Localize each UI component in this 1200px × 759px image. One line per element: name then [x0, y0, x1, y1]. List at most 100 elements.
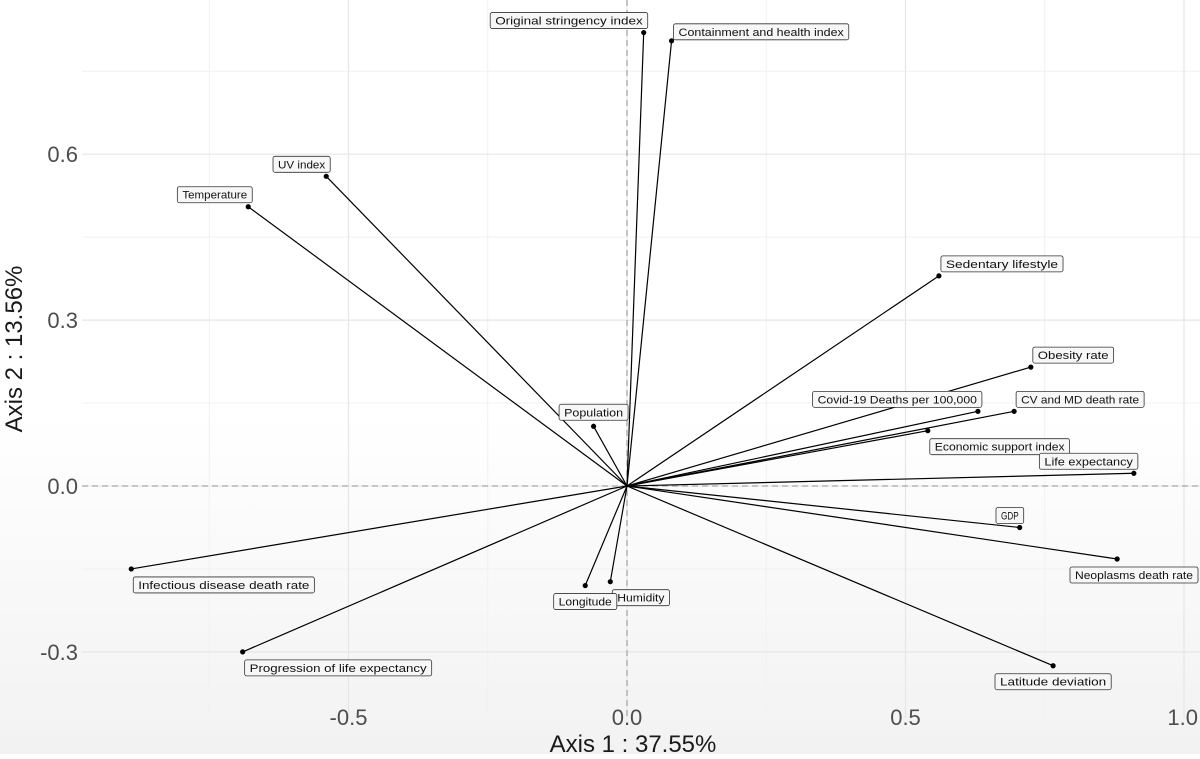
- label-text: Covid-19 Deaths per 100,000: [818, 394, 977, 406]
- x-axis-title: Axis 1 : 37.55%: [550, 731, 717, 754]
- label-text: Latitude deviation: [1000, 677, 1106, 689]
- y-tick-label: 0.6: [47, 142, 78, 167]
- label-text: Humidity: [617, 593, 665, 605]
- label-population: Population: [558, 403, 629, 421]
- reference-lines: [82, 0, 1200, 718]
- label-life-expectancy: Life expectancy: [1038, 452, 1139, 470]
- label-box: [940, 255, 1064, 273]
- x-tick-label: 1.0: [1167, 705, 1198, 730]
- label-box: [176, 186, 253, 204]
- point-economic-support-index: [925, 428, 931, 434]
- point-humidity: [607, 579, 613, 585]
- vector-containment-and-health-index: [626, 40, 673, 487]
- vector-economic-support-index: [626, 430, 928, 487]
- label-text: Obesity rate: [1038, 350, 1109, 362]
- x-tick-label: -0.5: [330, 705, 368, 730]
- vector-life-expectancy: [626, 472, 1134, 487]
- x-tick-label: 0.0: [612, 705, 643, 730]
- label-box: [994, 673, 1112, 691]
- label-progression-of-life-expectancy: Progression of life expectancy: [244, 659, 433, 677]
- point-uv-index: [323, 173, 329, 179]
- vector-gdp: [626, 485, 1020, 529]
- vector-latitude-deviation: [626, 485, 1054, 667]
- y-tick-label: 0.0: [47, 474, 78, 499]
- variable-labels: Original stringency index Containment and…: [132, 12, 1199, 691]
- label-text: Infectious disease death rate: [138, 580, 309, 592]
- label-text: Economic support index: [935, 442, 1065, 454]
- label-box: [272, 155, 331, 173]
- vector-sedentary-lifestyle: [626, 275, 940, 487]
- label-uv-index: UV index: [272, 155, 331, 173]
- point-neoplasms-death-rate: [1114, 556, 1120, 562]
- loading-vectors: [128, 29, 1137, 669]
- point-cv-and-md-death-rate: [1011, 408, 1017, 414]
- label-text: Containment and health index: [679, 27, 845, 39]
- point-temperature: [245, 204, 251, 210]
- label-text: GDP: [1001, 510, 1019, 522]
- label-longitude: Longitude: [553, 593, 618, 610]
- label-box: [1038, 452, 1139, 470]
- point-longitude: [582, 582, 588, 589]
- label-obesity-rate: Obesity rate: [1032, 346, 1115, 364]
- label-text: UV index: [278, 159, 326, 171]
- vector-infectious-disease-death-rate: [131, 485, 628, 570]
- y-tick-label: -0.3: [40, 640, 78, 665]
- label-text: Temperature: [182, 190, 247, 202]
- point-progression-of-life-expectancy: [240, 649, 246, 655]
- label-box: [244, 659, 433, 677]
- label-box: [673, 23, 850, 41]
- label-box: [1032, 346, 1115, 364]
- label-box: [1015, 390, 1145, 408]
- vector-humidity: [609, 485, 628, 582]
- vector-longitude: [584, 485, 628, 586]
- label-text: Sedentary lifestyle: [946, 259, 1058, 271]
- point-covid-19-deaths-per-100-000: [975, 408, 981, 414]
- label-gdp: GDP: [995, 507, 1025, 524]
- label-box: [558, 403, 629, 421]
- point-obesity-rate: [1028, 364, 1034, 370]
- label-containment-and-health-index: Containment and health index: [673, 23, 850, 41]
- point-population: [590, 423, 597, 429]
- label-box: [553, 593, 618, 610]
- label-text: Neoplasms death rate: [1075, 570, 1193, 582]
- label-latitude-deviation: Latitude deviation: [994, 673, 1112, 691]
- vector-population: [593, 425, 628, 487]
- label-text: Population: [564, 407, 623, 419]
- label-humidity: Humidity: [611, 589, 670, 607]
- y-tick-label: 0.3: [47, 308, 78, 333]
- label-box: [812, 390, 983, 408]
- label-neoplasms-death-rate: Neoplasms death rate: [1069, 566, 1199, 584]
- vector-uv-index: [325, 175, 628, 487]
- point-infectious-disease-death-rate: [128, 566, 134, 572]
- label-sedentary-lifestyle: Sedentary lifestyle: [940, 255, 1064, 273]
- label-box: [1069, 566, 1199, 584]
- point-gdp: [1017, 524, 1023, 531]
- vector-covid-19-deaths-per-100-000: [626, 410, 979, 487]
- label-box: [489, 12, 649, 29]
- vector-obesity-rate: [626, 366, 1031, 487]
- label-text: CV and MD death rate: [1021, 394, 1139, 406]
- label-infectious-disease-death-rate: Infectious disease death rate: [132, 576, 315, 594]
- label-box: [995, 507, 1025, 524]
- point-original-stringency-index: [641, 29, 647, 36]
- label-text: Progression of life expectancy: [250, 663, 428, 675]
- y-axis-title: Axis 2 : 13.56%: [1, 266, 28, 433]
- label-text: Longitude: [559, 597, 612, 609]
- label-text: Original stringency index: [495, 16, 643, 28]
- label-cv-and-md-death-rate: CV and MD death rate: [1015, 390, 1145, 408]
- point-latitude-deviation: [1050, 663, 1056, 669]
- point-life-expectancy: [1131, 470, 1137, 476]
- vector-neoplasms-death-rate: [626, 485, 1118, 560]
- label-covid-19-deaths-per-100-000: Covid-19 Deaths per 100,000: [812, 390, 983, 408]
- axis-ticks: -0.5 0.0 0.5 1.0 -0.3 0.0 0.3 0.6: [40, 142, 1198, 730]
- vector-progression-of-life-expectancy: [242, 485, 628, 653]
- point-sedentary-lifestyle: [936, 273, 942, 279]
- label-temperature: Temperature: [176, 186, 253, 204]
- vector-original-stringency-index: [626, 32, 645, 487]
- vector-temperature: [247, 206, 628, 487]
- x-tick-label: 0.5: [890, 705, 921, 730]
- label-box: [929, 438, 1070, 456]
- point-containment-and-health-index: [668, 38, 675, 44]
